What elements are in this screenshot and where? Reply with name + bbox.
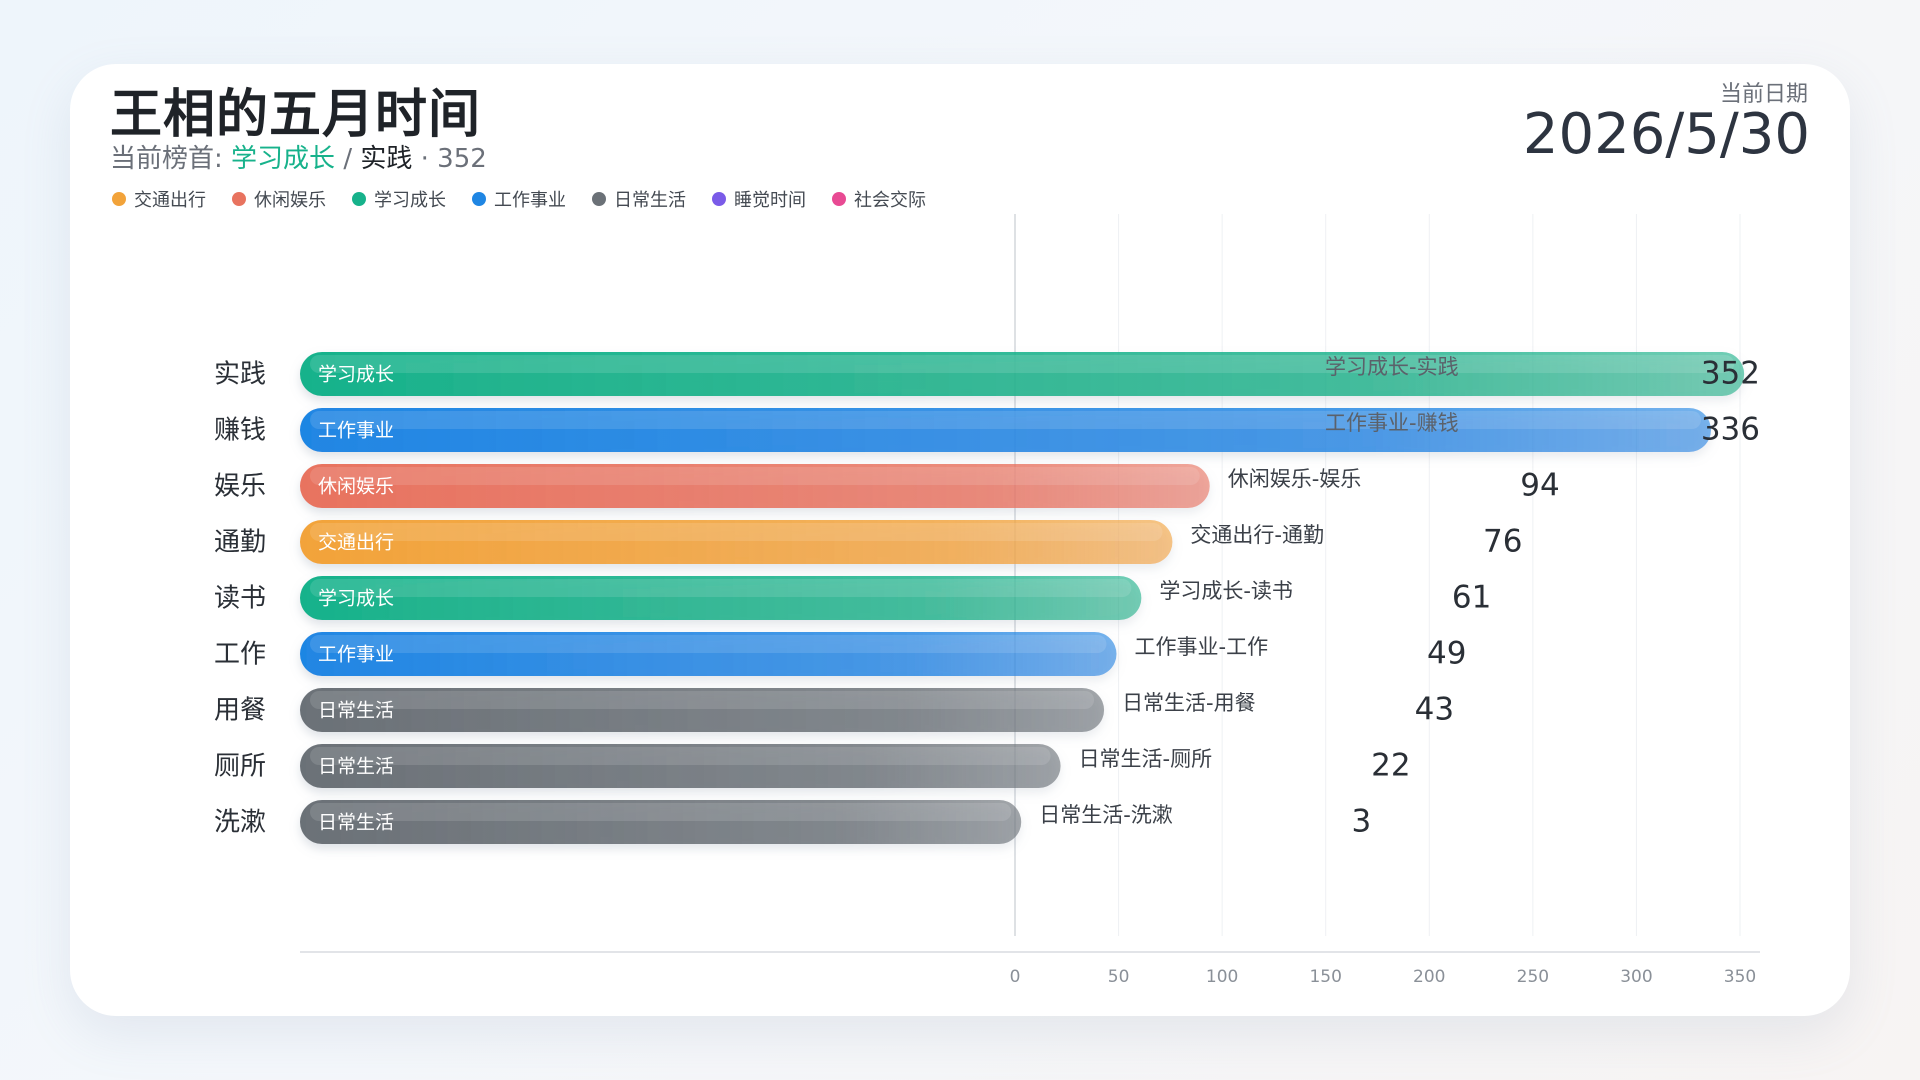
leader-line: 当前榜首: 学习成长 / 实践 · 352 xyxy=(110,138,487,175)
bar-value-label: 76 xyxy=(1483,524,1522,560)
leader-value: · 352 xyxy=(420,144,487,174)
legend-label: 睡觉时间 xyxy=(734,190,806,211)
bar-value-label: 352 xyxy=(1701,356,1760,392)
y-category-label: 实践 xyxy=(214,360,266,390)
legend-item[interactable]: 学习成长 xyxy=(352,186,446,212)
bar-category-label: 工作事业 xyxy=(318,420,394,442)
bar-value-label: 22 xyxy=(1371,748,1410,784)
chart-card: 王相的五月时间 当前榜首: 学习成长 / 实践 · 352 当前日期 2026/… xyxy=(70,64,1850,1016)
leader-item: 实践 xyxy=(360,144,413,174)
legend-dot-icon xyxy=(592,192,606,206)
legend-item[interactable]: 休闲娱乐 xyxy=(232,186,326,212)
bar[interactable] xyxy=(300,744,1061,788)
bar-value-label: 49 xyxy=(1427,636,1466,672)
date-label: 当前日期 xyxy=(1719,82,1808,107)
y-category-label: 用餐 xyxy=(214,696,266,726)
legend-dot-icon xyxy=(832,192,846,206)
bar-full-label: 日常生活-洗漱 xyxy=(1039,803,1173,827)
x-tick-label: 300 xyxy=(1620,967,1652,987)
legend-item[interactable]: 睡觉时间 xyxy=(712,186,806,212)
y-category-label: 娱乐 xyxy=(214,472,266,502)
legend-label: 日常生活 xyxy=(614,190,686,211)
leader-prefix: 当前榜首: xyxy=(110,144,223,174)
bar-sheen xyxy=(310,355,1735,373)
legend-item[interactable]: 工作事业 xyxy=(472,186,566,212)
bar[interactable] xyxy=(300,576,1142,620)
bar[interactable] xyxy=(300,408,1711,452)
bar-sheen xyxy=(310,803,1012,821)
y-category-label: 读书 xyxy=(214,584,266,614)
bar-full-label: 工作事业-赚钱 xyxy=(1325,411,1459,435)
bar-full-label: 交通出行-通勤 xyxy=(1190,523,1324,547)
bar-category-label: 日常生活 xyxy=(318,756,394,778)
date-value: 2026/5/30 xyxy=(1522,102,1810,167)
bar-sheen xyxy=(310,635,1107,653)
bar-category-label: 工作事业 xyxy=(318,644,394,666)
legend-dot-icon xyxy=(472,192,486,206)
x-tick-label: 350 xyxy=(1724,967,1756,987)
bar[interactable] xyxy=(300,464,1210,508)
bar-category-label: 日常生活 xyxy=(318,700,394,722)
bar-sheen xyxy=(310,747,1051,765)
bar-value-label: 43 xyxy=(1415,692,1454,728)
bar-value-label: 61 xyxy=(1452,580,1491,616)
y-category-label: 厕所 xyxy=(214,752,266,782)
bar-category-label: 日常生活 xyxy=(318,812,394,834)
bar[interactable] xyxy=(300,688,1105,732)
bar[interactable] xyxy=(300,632,1117,676)
legend-label: 休闲娱乐 xyxy=(254,190,326,211)
bar[interactable] xyxy=(300,520,1173,564)
bar-full-label: 学习成长-实践 xyxy=(1325,355,1459,379)
legend: 交通出行 休闲娱乐 学习成长 工作事业 日常生活 睡觉时间 社会交际 xyxy=(112,186,926,212)
bar-value-label: 94 xyxy=(1520,468,1559,504)
bar-category-label: 休闲娱乐 xyxy=(318,476,394,498)
legend-item[interactable]: 社会交际 xyxy=(832,186,926,212)
bar-full-label: 日常生活-用餐 xyxy=(1122,691,1256,715)
bar-full-label: 工作事业-工作 xyxy=(1135,635,1269,659)
legend-dot-icon xyxy=(112,192,126,206)
legend-dot-icon xyxy=(712,192,726,206)
bar-sheen xyxy=(310,579,1132,597)
x-tick-label: 250 xyxy=(1517,967,1549,987)
bar-sheen xyxy=(310,467,1200,485)
leader-separator: / xyxy=(343,144,353,174)
x-tick-label: 100 xyxy=(1206,967,1238,987)
legend-item[interactable]: 交通出行 xyxy=(112,186,206,212)
x-tick-label: 50 xyxy=(1108,967,1130,987)
y-category-label: 工作 xyxy=(214,640,266,670)
y-category-label: 洗漱 xyxy=(214,808,266,838)
bar[interactable] xyxy=(300,352,1745,396)
x-tick-label: 200 xyxy=(1413,967,1445,987)
leader-category: 学习成长 xyxy=(231,144,336,174)
legend-label: 社会交际 xyxy=(854,190,926,211)
bar-chart: 0 50 100 150 200 250 300 350实践 学习成长 学习成长-实践 352赚钱工… xyxy=(214,214,1760,987)
bar-value-label: 3 xyxy=(1351,804,1371,840)
legend-dot-icon xyxy=(232,192,246,206)
bar-category-label: 学习成长 xyxy=(318,364,394,386)
legend-label: 交通出行 xyxy=(134,190,206,211)
bar-full-label: 日常生活-厕所 xyxy=(1079,747,1213,771)
y-category-label: 赚钱 xyxy=(214,416,266,446)
bar-full-label: 休闲娱乐-娱乐 xyxy=(1228,467,1362,491)
legend-label: 工作事业 xyxy=(494,190,566,211)
bar-category-label: 学习成长 xyxy=(318,588,394,610)
legend-label: 学习成长 xyxy=(374,190,446,211)
x-tick-label: 150 xyxy=(1309,967,1341,987)
bar-sheen xyxy=(310,691,1095,709)
y-category-label: 通勤 xyxy=(214,528,266,558)
x-tick-label: 0 xyxy=(1010,967,1021,987)
legend-dot-icon xyxy=(352,192,366,206)
bar-category-label: 交通出行 xyxy=(318,532,394,554)
bar-full-label: 学习成长-读书 xyxy=(1159,579,1293,603)
bar-sheen xyxy=(310,523,1163,541)
bar-value-label: 336 xyxy=(1701,412,1760,448)
legend-item[interactable]: 日常生活 xyxy=(592,186,686,212)
page-title: 王相的五月时间 xyxy=(110,85,482,145)
bar[interactable] xyxy=(300,800,1022,844)
bar-sheen xyxy=(310,411,1701,429)
